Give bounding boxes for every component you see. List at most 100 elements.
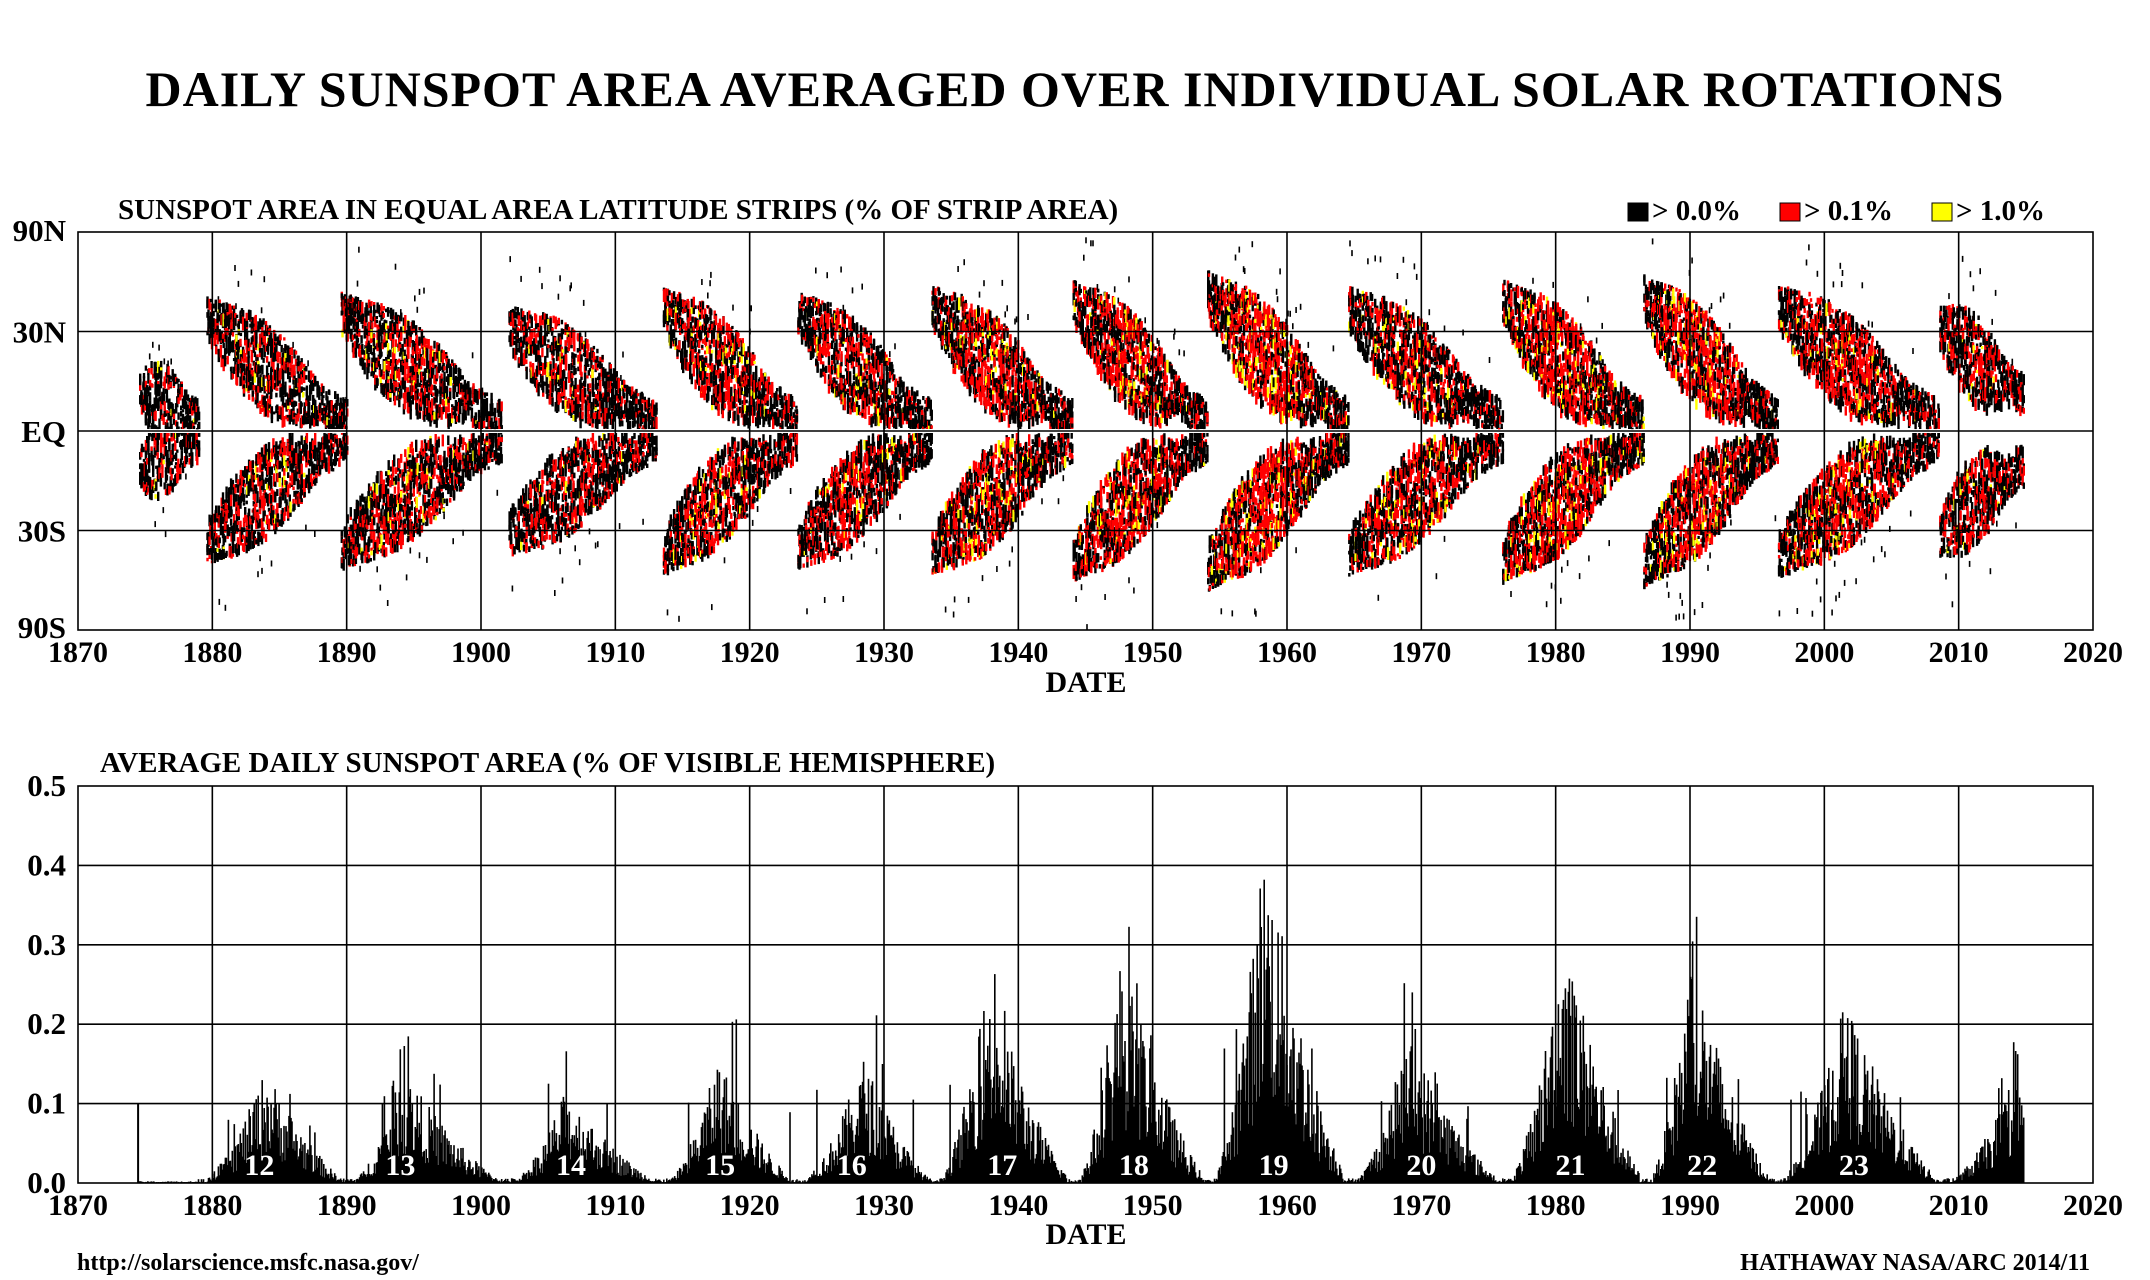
- butterfly-mark: [244, 514, 247, 523]
- butterfly-mark: [433, 340, 436, 349]
- butterfly-mark: [158, 467, 161, 479]
- butterfly-mark: [235, 494, 238, 502]
- butterfly-mark: [258, 400, 262, 404]
- butterfly-mark: [278, 352, 281, 357]
- butterfly-mark: [270, 448, 274, 460]
- butterfly-mark: [294, 378, 298, 389]
- butterfly-mark: [498, 398, 501, 405]
- butterfly-mark: [157, 360, 160, 374]
- butterfly-mark: [245, 542, 249, 547]
- butterfly-mark: [500, 401, 503, 412]
- butterfly-mark: [261, 474, 264, 484]
- butterfly-mark: [153, 401, 156, 413]
- butterfly-mark: [237, 321, 240, 330]
- butterfly-mark: [336, 396, 339, 406]
- butterfly-mark: [154, 494, 157, 499]
- butterfly-mark: [260, 348, 264, 360]
- butterfly-mark: [387, 523, 390, 534]
- butterfly-mark: [428, 465, 431, 473]
- butterfly-mark: [549, 361, 552, 365]
- butterfly-mark: [152, 406, 155, 419]
- butterfly-mark: [361, 551, 364, 564]
- butterfly-mark: [535, 368, 539, 377]
- butterfly-mark: [264, 375, 268, 379]
- butterfly-mark: [292, 498, 295, 504]
- butterfly-mark: [315, 473, 318, 478]
- butterfly-mark: [332, 419, 335, 426]
- butterfly-mark: [314, 399, 317, 406]
- butterfly-mark: [288, 414, 291, 425]
- butterfly-mark: [325, 457, 328, 467]
- butterfly-mark: [164, 467, 168, 473]
- butterfly-mark: [268, 492, 272, 504]
- butterfly-mark: [249, 342, 252, 348]
- butterfly-mark: [263, 458, 266, 469]
- butterfly-mark: [242, 363, 246, 372]
- butterfly-mark: [299, 450, 302, 457]
- butterfly-mark: [262, 517, 265, 522]
- butterfly-mark: [270, 411, 274, 424]
- butterfly-mark: [461, 375, 464, 380]
- butterfly-mark: [307, 402, 311, 410]
- butterfly-mark: [216, 548, 219, 552]
- butterfly-mark: [155, 465, 158, 469]
- butterfly-mark: [415, 334, 418, 343]
- butterfly-mark: [440, 373, 443, 379]
- butterfly-mark: [212, 537, 215, 543]
- butterfly-mark: [239, 338, 242, 347]
- butterfly-mark: [148, 476, 152, 488]
- butterfly-mark: [387, 460, 390, 471]
- butterfly-mark: [567, 533, 571, 538]
- butterfly-mark: [462, 481, 465, 486]
- butterfly-mark: [161, 437, 164, 448]
- butterfly-mark: [188, 452, 191, 457]
- butterfly-mark: [509, 256, 511, 263]
- butterfly-mark: [242, 380, 246, 387]
- butterfly-mark: [386, 534, 390, 539]
- butterfly-mark: [263, 510, 266, 517]
- butterfly-mark: [224, 516, 227, 530]
- butterfly-mark: [256, 357, 259, 362]
- butterfly-mark: [230, 483, 233, 495]
- butterfly-mark: [230, 533, 233, 542]
- butterfly-mark: [408, 454, 411, 458]
- butterfly-mark: [400, 497, 403, 503]
- butterfly-mark: [249, 478, 252, 491]
- legend-swatch: [1779, 202, 1801, 222]
- butterfly-mark: [261, 364, 264, 375]
- butterfly-mark: [309, 452, 313, 461]
- butterfly-mark: [236, 537, 240, 549]
- butterfly-mark: [265, 516, 269, 525]
- butterfly-mark: [273, 343, 276, 351]
- butterfly-mark: [209, 298, 213, 303]
- butterfly-mark: [255, 336, 258, 345]
- butterfly-mark: [283, 468, 286, 477]
- butterfly-mark: [225, 510, 228, 522]
- butterfly-mark: [166, 433, 169, 442]
- butterfly-mark: [363, 362, 366, 375]
- butterfly-mark: [225, 550, 228, 557]
- butterfly-mark: [247, 355, 250, 365]
- butterfly-mark: [183, 456, 187, 467]
- butterfly-mark: [155, 439, 158, 451]
- butterfly-mark: [151, 479, 154, 490]
- butterfly-mark: [495, 417, 498, 421]
- butterfly-mark: [375, 483, 378, 492]
- butterfly-mark: [139, 373, 142, 384]
- butterfly-mark: [482, 453, 486, 457]
- butterfly-mark: [244, 507, 247, 515]
- butterfly-mark: [264, 404, 268, 417]
- butterfly-mark: [164, 531, 167, 538]
- butterfly-mark: [245, 474, 249, 485]
- butterfly-mark: [245, 469, 249, 477]
- butterfly-mark: [559, 459, 562, 466]
- butterfly-mark: [270, 488, 274, 495]
- butterfly-mark: [165, 388, 169, 401]
- butterfly-mark: [228, 332, 231, 343]
- butterfly-mark: [186, 394, 190, 401]
- butterfly-mark: [252, 345, 255, 353]
- butterfly-mark: [170, 423, 173, 429]
- butterfly-mark: [534, 314, 538, 324]
- butterfly-mark: [393, 454, 396, 467]
- butterfly-mark: [239, 311, 242, 324]
